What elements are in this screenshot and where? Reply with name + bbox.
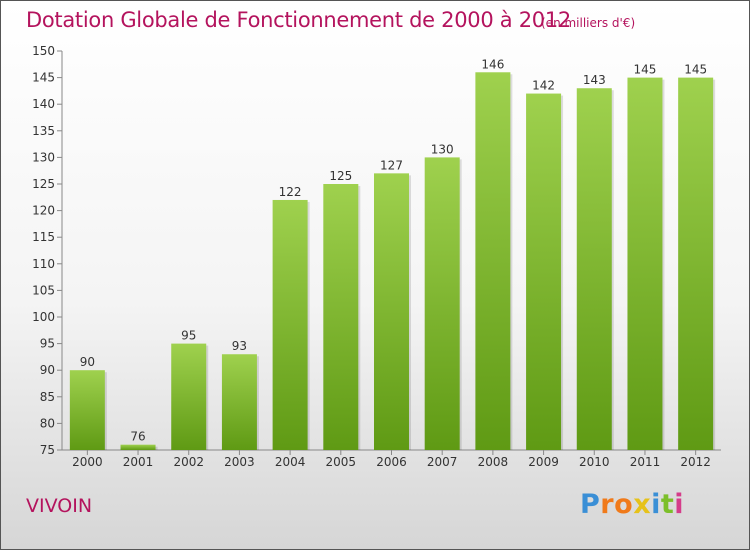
x-tick-label: 2006: [376, 455, 407, 469]
proxiti-logo: Proxiti: [580, 489, 684, 520]
bar: [69, 370, 105, 450]
bar: [526, 93, 562, 450]
y-tick-label: 135: [32, 124, 55, 138]
bar-value-label: 143: [583, 73, 606, 87]
y-tick-label: 105: [32, 283, 55, 297]
y-tick-label: 75: [40, 443, 55, 457]
bar-value-label: 142: [532, 79, 555, 93]
bar: [120, 444, 156, 450]
bar-value-label: 76: [130, 430, 145, 444]
commune-name: VIVOIN: [26, 495, 93, 517]
x-tick-label: 2000: [72, 455, 103, 469]
bar-value-label: 145: [634, 63, 657, 77]
y-tick-label: 95: [40, 337, 55, 351]
x-tick-label: 2011: [630, 455, 661, 469]
logo-letter: t: [660, 489, 675, 520]
bar: [374, 173, 409, 451]
bar: [576, 88, 612, 451]
y-tick-label: 100: [32, 310, 55, 324]
chart-unit: (en milliers d'€): [541, 16, 636, 30]
bar-value-label: 146: [481, 57, 504, 71]
y-tick-label: 145: [32, 71, 55, 85]
logo-letter: i: [674, 489, 685, 520]
bar-value-label: 130: [431, 142, 454, 156]
x-tick-label: 2009: [528, 455, 559, 469]
bar: [678, 77, 714, 450]
x-tick-label: 2010: [579, 455, 610, 469]
logo-letter: o: [614, 489, 634, 520]
bar: [171, 343, 207, 450]
bar-value-label: 90: [80, 355, 95, 369]
y-tick-label: 115: [32, 230, 55, 244]
bar-value-label: 93: [232, 339, 247, 353]
x-tick-label: 2004: [275, 455, 306, 469]
y-tick-label: 125: [32, 177, 55, 191]
bar-value-label: 127: [380, 158, 403, 172]
bar: [475, 72, 511, 450]
bar: [272, 199, 308, 450]
bar-value-label: 125: [329, 169, 352, 183]
y-tick-label: 140: [32, 97, 55, 111]
x-tick-label: 2002: [173, 455, 204, 469]
x-tick-label: 2001: [123, 455, 154, 469]
x-tick-label: 2012: [680, 455, 711, 469]
y-tick-label: 150: [32, 44, 55, 58]
bar: [627, 77, 663, 450]
y-tick-label: 85: [40, 390, 55, 404]
x-tick-label: 2003: [224, 455, 255, 469]
logo-letter: r: [600, 489, 615, 520]
y-tick-label: 90: [40, 363, 55, 377]
bar: [323, 184, 359, 450]
y-tick-label: 80: [40, 416, 55, 430]
bar-value-label: 122: [279, 185, 302, 199]
bar: [221, 354, 257, 450]
x-tick-label: 2005: [326, 455, 357, 469]
chart-title: Dotation Globale de Fonctionnement de 20…: [26, 8, 571, 32]
y-tick-label: 120: [32, 204, 55, 218]
logo-letter: x: [633, 489, 652, 520]
logo-letter: P: [580, 489, 601, 520]
bar-value-label: 145: [684, 63, 707, 77]
logo-letter: i: [651, 489, 661, 520]
x-tick-label: 2007: [427, 455, 458, 469]
bar-value-label: 95: [181, 329, 196, 343]
y-tick-label: 130: [32, 150, 55, 164]
bar: [424, 157, 460, 450]
x-tick-label: 2008: [478, 455, 509, 469]
y-tick-label: 110: [32, 257, 55, 271]
